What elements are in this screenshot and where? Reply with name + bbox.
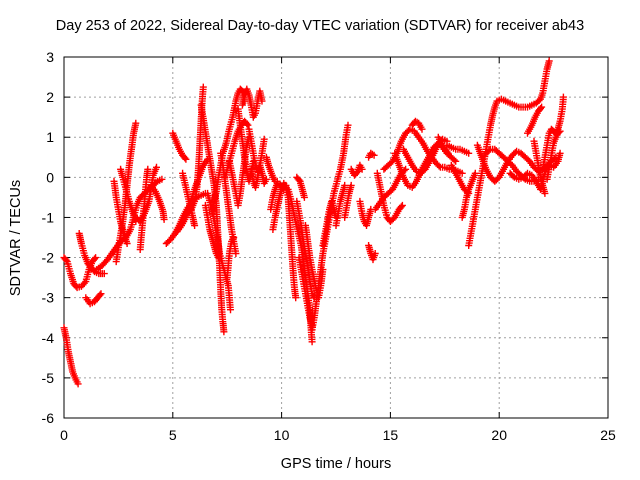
data-track	[308, 121, 352, 334]
data-track	[269, 179, 290, 233]
x-axis-label: GPS time / hours	[280, 456, 392, 472]
data-track	[147, 181, 168, 223]
data-track	[169, 129, 190, 163]
plus-markers	[356, 197, 375, 229]
x-tick-label: 10	[274, 427, 290, 443]
plus-markers	[293, 173, 308, 201]
data-track	[293, 197, 318, 302]
data-track	[543, 127, 564, 183]
plus-markers	[543, 127, 564, 183]
data-track	[365, 242, 379, 264]
y-axis-label: SDTVAR / TECUs	[8, 179, 24, 297]
data-track	[282, 181, 300, 302]
data-track	[408, 117, 426, 133]
plus-markers	[60, 324, 82, 388]
plus-markers	[443, 141, 473, 157]
y-tick-label: -5	[42, 370, 55, 386]
data-track	[60, 324, 82, 388]
plus-markers	[293, 197, 318, 302]
grid-lines	[64, 57, 608, 418]
plus-markers	[332, 181, 349, 229]
plus-markers	[347, 161, 366, 179]
plus-markers	[82, 290, 105, 308]
y-tick-label: 2	[46, 89, 54, 105]
plus-markers	[434, 133, 452, 157]
plus-markers	[147, 181, 168, 223]
plus-markers	[169, 129, 190, 163]
data-track	[247, 161, 270, 191]
plus-markers	[282, 181, 300, 302]
plus-markers	[262, 153, 281, 185]
y-tick-label: -3	[42, 290, 55, 306]
plus-markers	[247, 161, 270, 191]
plus-markers	[408, 117, 426, 133]
data-track	[443, 141, 473, 157]
plus-markers	[365, 149, 378, 161]
data-track	[458, 169, 479, 221]
plus-markers	[341, 181, 355, 221]
data-track	[373, 169, 406, 225]
plus-markers	[365, 242, 379, 264]
chart-title: Day 253 of 2022, Sidereal Day-to-day VTE…	[55, 18, 585, 34]
data-track	[524, 103, 546, 137]
y-tick-label: -2	[42, 250, 55, 266]
data-track	[341, 181, 355, 221]
data-track	[530, 137, 549, 197]
plot-frame	[63, 56, 609, 419]
x-tick-label: 20	[491, 427, 507, 443]
plus-markers	[75, 230, 108, 278]
y-tick-label: -1	[42, 209, 55, 225]
plus-markers	[136, 165, 152, 253]
data-track	[293, 173, 308, 201]
data-track	[434, 133, 452, 157]
y-tick-label: 0	[46, 169, 54, 185]
data-track	[465, 57, 553, 249]
data-track	[356, 197, 375, 229]
data-track	[347, 161, 366, 179]
data-track	[319, 197, 340, 249]
data-track	[238, 85, 266, 121]
y-tick-label: -4	[42, 330, 55, 346]
plus-markers	[238, 85, 266, 121]
plus-markers	[524, 103, 546, 137]
axis-ticks: 0 5 10 15 20 25 -6 -5 -4 -3 -2 -1 0 1 2 3	[42, 49, 616, 443]
data-track	[332, 181, 349, 229]
x-tick-label: 25	[600, 427, 616, 443]
data-series-sdtvar	[60, 57, 567, 388]
plus-markers	[269, 179, 290, 233]
plus-markers	[308, 121, 352, 334]
data-track	[365, 149, 378, 161]
plus-markers	[465, 57, 553, 249]
plus-markers	[373, 169, 406, 225]
y-tick-label: 3	[46, 49, 54, 65]
y-tick-label: 1	[46, 129, 54, 145]
data-track	[136, 165, 152, 253]
plus-markers	[319, 197, 340, 249]
data-track	[82, 290, 105, 308]
plus-markers	[458, 169, 479, 221]
data-track	[75, 230, 108, 278]
plus-markers	[530, 137, 549, 197]
x-tick-label: 0	[60, 427, 68, 443]
x-tick-label: 5	[169, 427, 177, 443]
y-tick-label: -6	[42, 410, 55, 426]
data-track	[262, 153, 281, 185]
x-tick-label: 15	[383, 427, 399, 443]
